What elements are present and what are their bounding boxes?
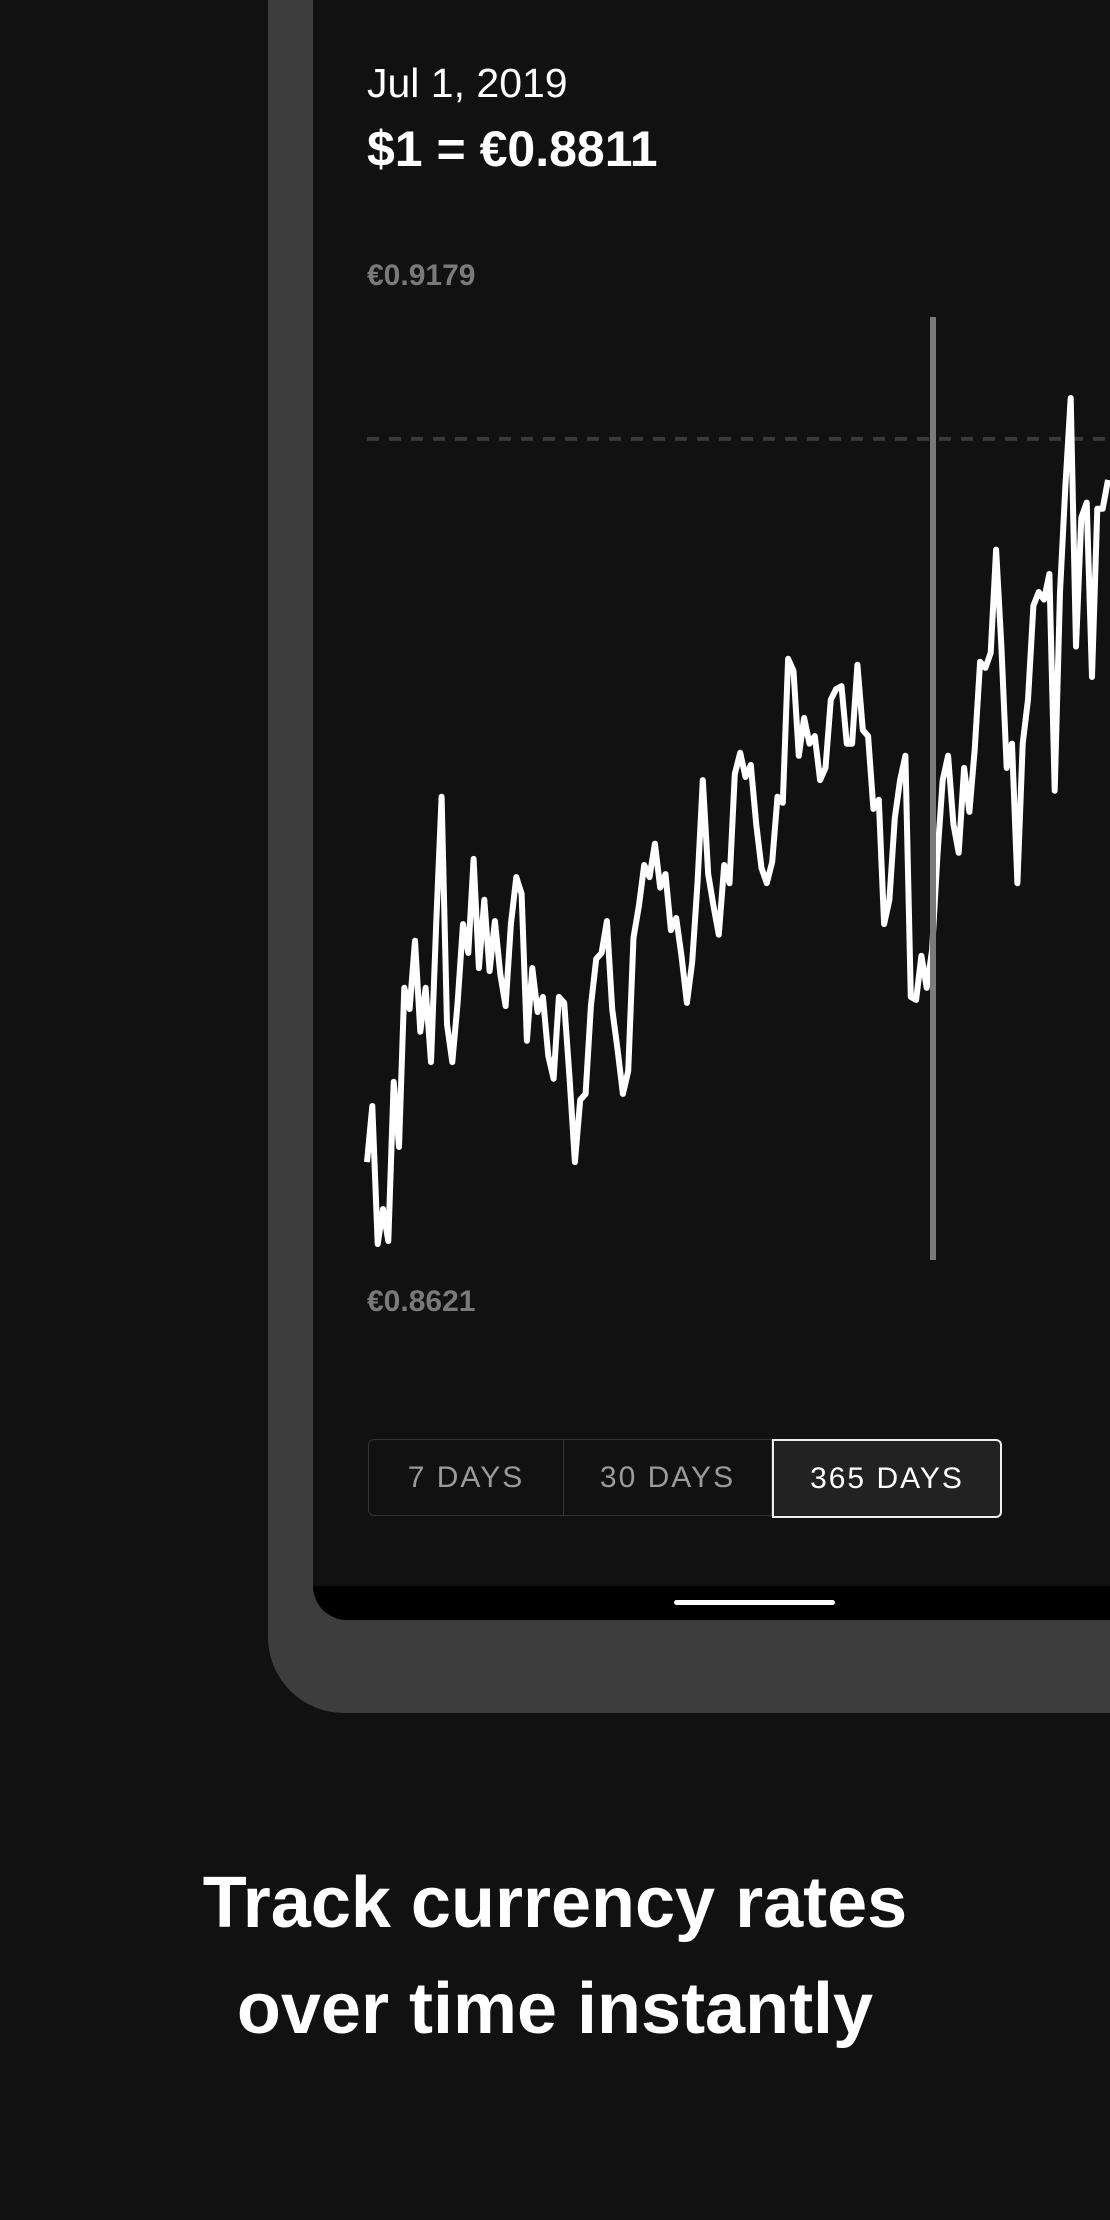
selected-rate: $1 = €0.8811 (367, 121, 658, 177)
rate-line (364, 395, 1110, 1247)
phone-screen: Jul 1, 2019 $1 = €0.8811 €0.9179 €0.8621 (313, 0, 1110, 1620)
range-365-days-button[interactable]: 365 DAYS (772, 1439, 1002, 1518)
caption: Track currency rates over time instantly (0, 1850, 1110, 2062)
y-max-label: €0.9179 (367, 259, 476, 292)
home-indicator[interactable] (674, 1600, 835, 1605)
y-min-label: €0.8621 (367, 1285, 476, 1318)
range-7-days-button[interactable]: 7 DAYS (368, 1439, 564, 1516)
selected-date: Jul 1, 2019 (367, 60, 568, 106)
caption-line-2: over time instantly (236, 1969, 874, 2049)
range-selector: 7 DAYS 30 DAYS 365 DAYS (368, 1439, 1002, 1518)
rate-chart[interactable] (0, 0, 1110, 1400)
caption-line-1: Track currency rates (202, 1863, 908, 1943)
app-content: Jul 1, 2019 $1 = €0.8811 €0.9179 €0.8621 (313, 0, 1110, 1586)
range-30-days-button[interactable]: 30 DAYS (564, 1439, 772, 1516)
